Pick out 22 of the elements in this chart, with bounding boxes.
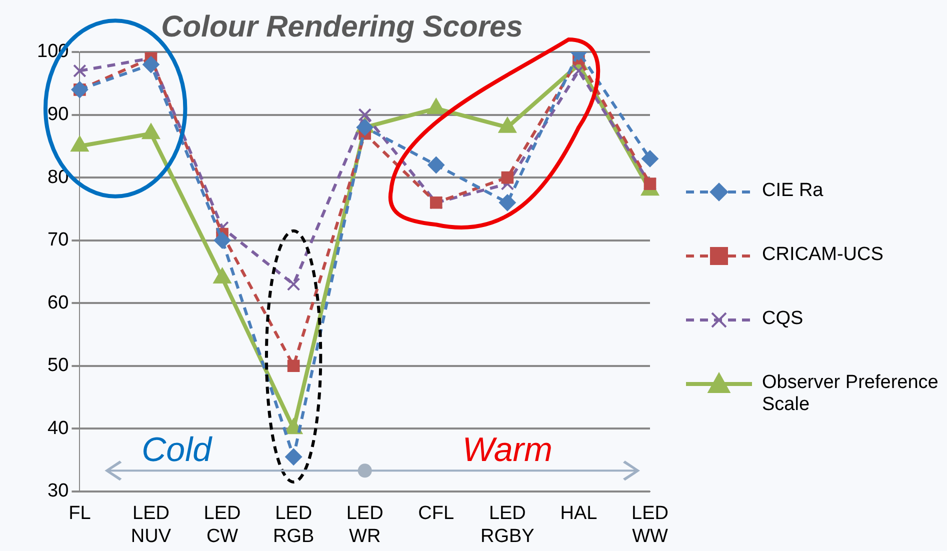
x-tick-label: LED WW — [632, 503, 668, 547]
legend-label: Observer Preference Scale — [762, 372, 940, 416]
x-tick-label: FL — [68, 503, 91, 524]
annotation: Warm — [462, 430, 552, 470]
chart-title: Colour Rendering Scores — [161, 10, 523, 44]
y-tick-label: 90 — [48, 104, 69, 126]
x-tick-label: LED WR — [346, 503, 384, 547]
y-tick-label: 60 — [48, 292, 69, 314]
y-tick-label: 40 — [48, 418, 69, 439]
legend-label: CIE Ra — [762, 180, 824, 202]
x-tick-label: LED NUV — [130, 503, 172, 547]
y-tick-label: 50 — [48, 355, 69, 376]
x-tick-label: LED RGBY — [480, 503, 535, 547]
y-tick-label: 30 — [48, 480, 69, 502]
x-tick-label: LED RGB — [272, 503, 314, 547]
legend-label: CQS — [762, 308, 804, 330]
y-tick-label: 70 — [48, 230, 69, 251]
x-tick-label: HAL — [560, 503, 598, 524]
x-tick-label: LED CW — [204, 503, 241, 547]
x-tick-label: CFL — [418, 503, 454, 524]
annotation: Cold — [142, 430, 212, 470]
legend-label: CRICAM-UCS — [762, 244, 884, 266]
